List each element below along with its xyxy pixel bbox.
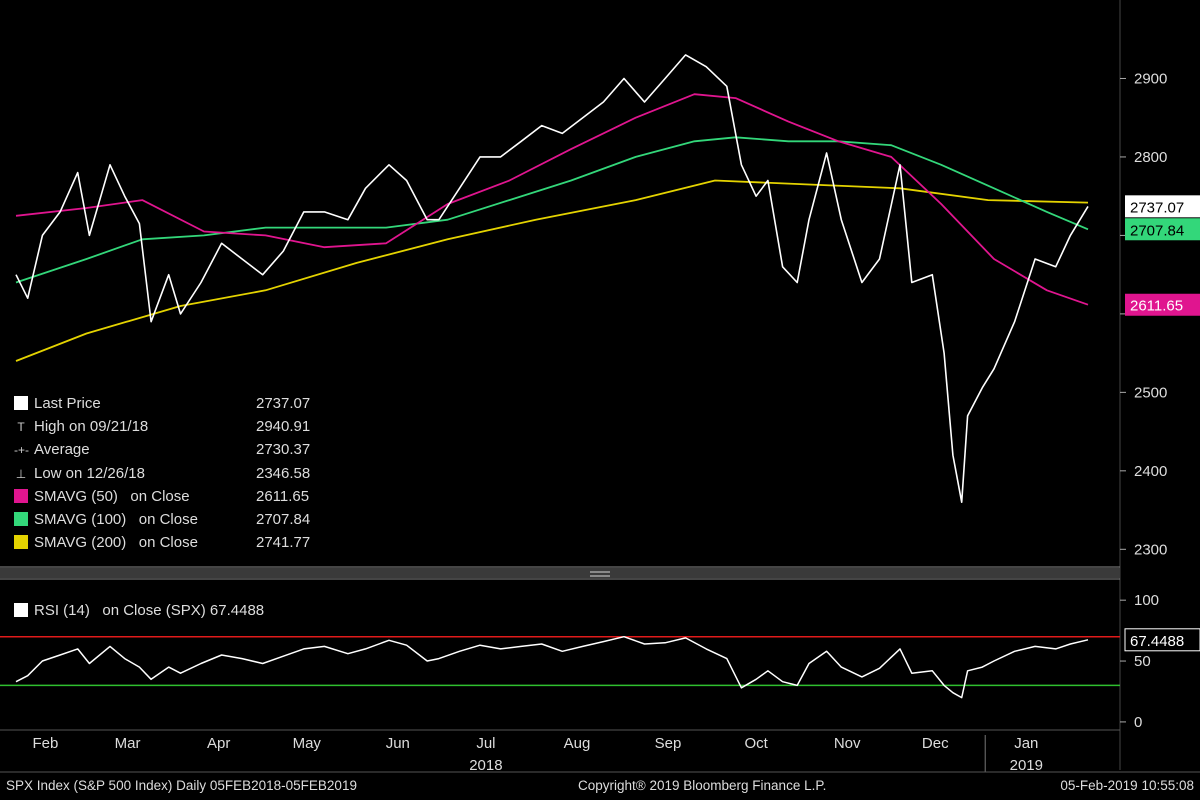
legend-row-high: T High on 09/21/18 2940.91 — [14, 415, 324, 438]
rsi-y-tick-label: 100 — [1134, 592, 1159, 609]
footer-copyright: Copyright® 2019 Bloomberg Finance L.P. — [578, 778, 827, 793]
legend-value: 2611.65 — [256, 487, 310, 505]
legend-value: 2741.77 — [256, 534, 311, 552]
rsi-legend: RSI (14) on Close (SPX) 67.4488 — [14, 602, 264, 619]
sma-series-line-3 — [15, 179, 1089, 362]
rsi-legend-label: RSI (14) on Close (SPX) — [34, 602, 206, 619]
legend-row-sma100: SMAVG (100) on Close 2707.84 — [14, 508, 324, 531]
x-tick-label: Nov — [834, 735, 861, 752]
x-tick-label: Oct — [744, 735, 768, 752]
legend-label: SMAVG (50) on Close — [34, 487, 190, 505]
legend-label: Low on 12/26/18 — [34, 464, 145, 482]
price-tag: 2737.07 — [1125, 195, 1200, 218]
rsi-value-tag-label: 67.4488 — [1130, 633, 1184, 650]
price-tag-box — [1125, 218, 1200, 241]
price-tag-label: 2707.84 — [1130, 222, 1184, 239]
legend-row-low: ⊥ Low on 12/26/18 2346.58 — [14, 462, 324, 485]
price-tag-box — [1125, 195, 1200, 218]
legend-value: 2940.91 — [256, 418, 311, 436]
rsi-series-line — [15, 635, 1089, 699]
legend-value: 2737.07 — [256, 395, 311, 412]
legend-value: 2730.37 — [256, 441, 311, 459]
y-tick-label: 2300 — [1134, 541, 1167, 558]
x-tick-label: Sep — [655, 735, 682, 752]
legend-row-average: -+- Average 2730.37 — [14, 438, 324, 461]
x-tick-label: Dec — [922, 735, 949, 752]
legend-label: High on 09/21/18 — [34, 418, 149, 436]
panel-resize-grip — [590, 575, 610, 577]
rsi-y-tick-label: 50 — [1134, 653, 1151, 670]
low-marker-icon: ⊥ — [15, 466, 27, 481]
x-tick-label: Jul — [476, 735, 495, 752]
price-tag-label: 2611.65 — [1130, 298, 1183, 315]
legend-swatch-sma100 — [14, 511, 28, 526]
legend-label: Average — [34, 441, 90, 459]
y-tick-label: 2900 — [1134, 70, 1167, 87]
panel-resize-grip — [590, 571, 610, 573]
x-tick-label: Jun — [386, 735, 410, 752]
sma-series-line-1 — [15, 93, 1089, 306]
panel-separator — [0, 568, 1120, 578]
legend-row-last-price: Last Price 2737.07 — [14, 392, 324, 415]
year-label-2019: 2019 — [1010, 757, 1043, 774]
x-tick-label: Apr — [207, 735, 230, 752]
y-tick-label: 2800 — [1134, 149, 1167, 166]
legend-value: 2707.84 — [256, 510, 311, 528]
legend-value: 2346.58 — [256, 464, 311, 482]
high-marker-icon: T — [17, 420, 25, 435]
legend-row-sma50: SMAVG (50) on Close 2611.65 — [14, 485, 324, 508]
legend-label: SMAVG (200) on Close — [34, 534, 198, 552]
footer-timestamp: 05-Feb-2019 10:55:08 — [1060, 778, 1194, 793]
rsi-swatch — [14, 603, 28, 617]
x-tick-label: May — [293, 735, 322, 752]
price-tag-box — [1125, 293, 1200, 316]
rsi-value-tag: 67.4488 — [1124, 628, 1200, 652]
rsi-value-tag-box — [1124, 628, 1200, 652]
y-tick-label: 2400 — [1134, 463, 1167, 480]
price-tag-label: 2737.07 — [1130, 199, 1184, 216]
y-tick-label: 2500 — [1134, 384, 1167, 401]
price-tag: 2611.65 — [1125, 293, 1200, 316]
price-series-line — [15, 54, 1089, 504]
x-tick-label: Jan — [1014, 735, 1038, 752]
x-tick-label: Aug — [564, 735, 591, 752]
price-tag: 2707.84 — [1125, 218, 1200, 241]
x-tick-label: Mar — [115, 735, 141, 752]
year-label-2018: 2018 — [469, 757, 502, 774]
x-tick-label: Feb — [32, 735, 58, 752]
legend-swatch-sma50 — [14, 488, 28, 503]
legend-row-sma200: SMAVG (200) on Close 2741.77 — [14, 531, 324, 554]
footer-security: SPX Index (S&P 500 Index) Daily 05FEB201… — [6, 778, 357, 793]
rsi-legend-value: 67.4488 — [209, 602, 265, 619]
rsi-y-tick-label: 0 — [1134, 714, 1142, 731]
average-marker-icon: -+- — [14, 443, 29, 458]
legend-label: SMAVG (100) on Close — [34, 510, 198, 528]
sma-series-line-2 — [15, 136, 1089, 284]
legend-swatch-sma200 — [14, 535, 28, 550]
price-legend: Last Price 2737.07 T High on 09/21/18 2940.… — [14, 392, 324, 554]
legend-label: Last Price — [34, 395, 101, 412]
legend-swatch-last-price — [14, 396, 28, 410]
